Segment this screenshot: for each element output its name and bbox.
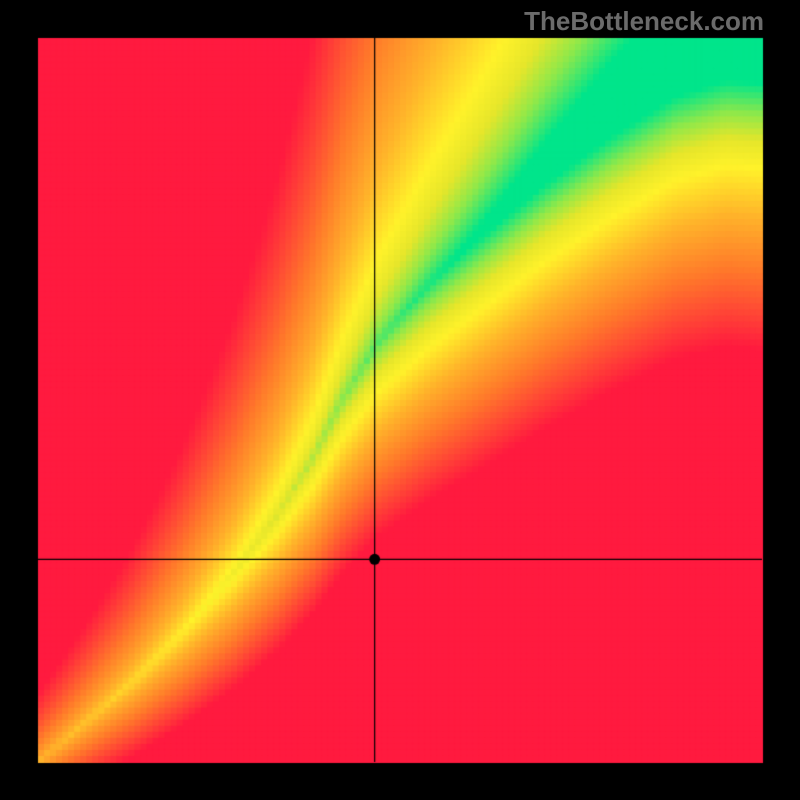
chart-container: TheBottleneck.com xyxy=(0,0,800,800)
watermark-text: TheBottleneck.com xyxy=(524,6,764,37)
bottleneck-heatmap xyxy=(0,0,800,800)
